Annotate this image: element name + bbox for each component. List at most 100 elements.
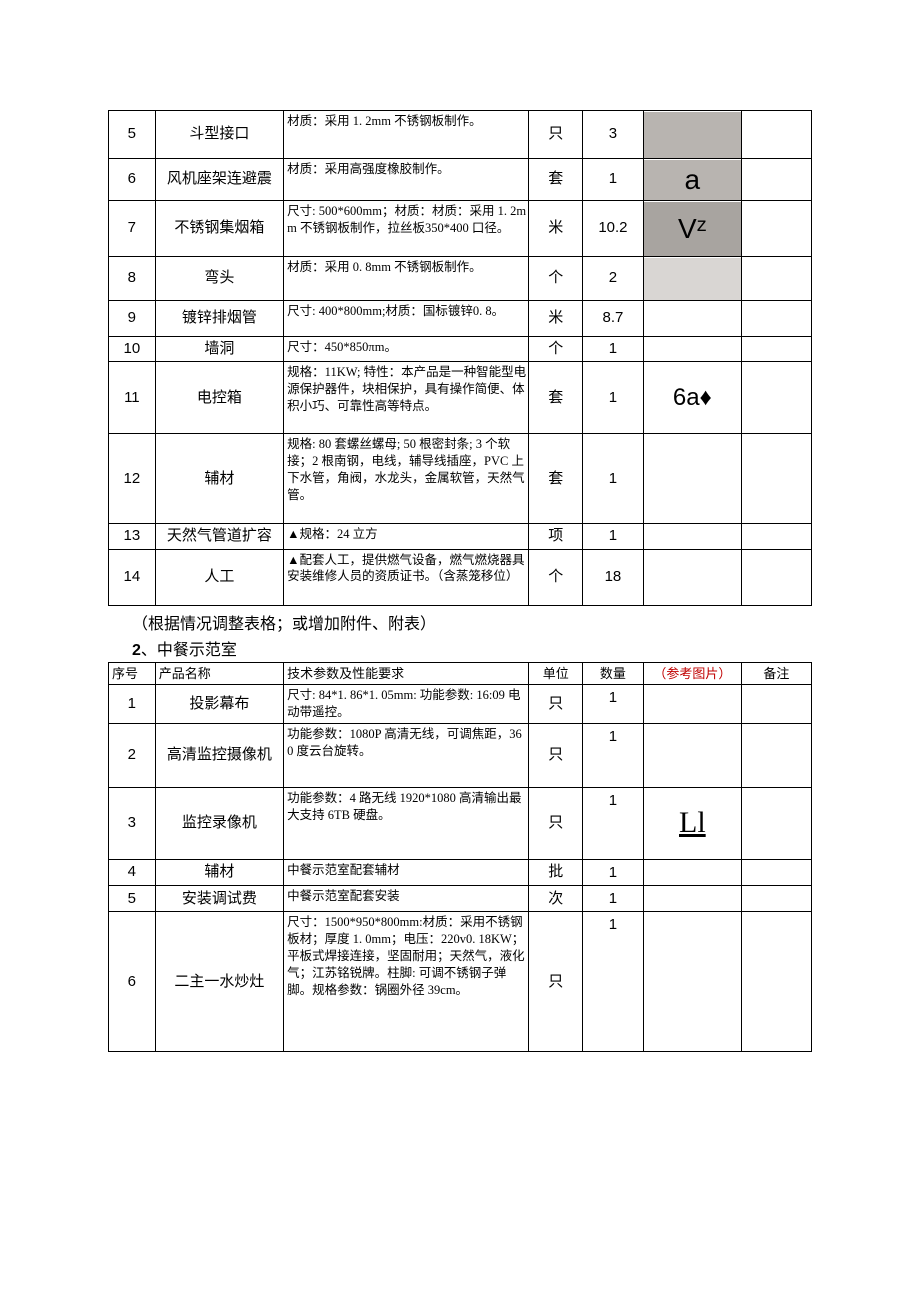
table-row: 3监控录像机功能参数：4 路无线 1920*1080 高清输出最大支持 6TB …	[109, 787, 812, 859]
note-cell	[741, 859, 811, 885]
spec-cell: 尺寸: 400*800mm;材质：国标镀锌0. 8。	[284, 301, 529, 337]
unit-cell: 只	[529, 723, 583, 787]
table1-body: 5斗型接口材质：采用 1. 2mm 不锈钢板制作。只36风机座架连避震材质：采用…	[109, 111, 812, 606]
note-cell	[741, 912, 811, 1052]
note-cell	[741, 685, 811, 724]
product-name: 人工	[155, 549, 283, 605]
qty-cell: 1	[583, 337, 644, 362]
row-index: 7	[109, 201, 156, 257]
row-index: 9	[109, 301, 156, 337]
row-index: 3	[109, 787, 156, 859]
qty-cell: 1	[583, 362, 644, 434]
section-2-title: 2、中餐示范室	[132, 636, 812, 660]
ref-image-cell: a	[643, 159, 741, 201]
qty-cell: 1	[583, 434, 644, 524]
qty-cell: 2	[583, 257, 644, 301]
unit-cell: 个	[529, 337, 583, 362]
spec-cell: 功能参数：1080P 高清无线，可调焦距，360 度云台旋转。	[284, 723, 529, 787]
row-index: 14	[109, 549, 156, 605]
row-index: 10	[109, 337, 156, 362]
qty-cell: 1	[583, 685, 644, 724]
unit-cell: 米	[529, 301, 583, 337]
table-row: 14人工▲配套人工，提供燃气设备，燃气燃烧器具安装维修人员的资质证书。（含蒸笼移…	[109, 549, 812, 605]
note-cell	[741, 362, 811, 434]
note-cell	[741, 549, 811, 605]
note-cell	[741, 201, 811, 257]
unit-cell: 个	[529, 549, 583, 605]
row-index: 4	[109, 859, 156, 885]
unit-cell: 套	[529, 362, 583, 434]
spec-cell: 尺寸: 500*600mm；材质：材质：采用 1. 2mm 不锈钢板制作，拉丝板…	[284, 201, 529, 257]
qty-cell: 1	[583, 859, 644, 885]
qty-cell: 1	[583, 159, 644, 201]
hdr-spec: 技术参数及性能要求	[284, 662, 529, 685]
table-row: 12辅材规格: 80 套螺丝螺母; 50 根密封条; 3 个软接；2 根南钢，电…	[109, 434, 812, 524]
product-name: 二主一水炒灶	[155, 912, 283, 1052]
row-index: 6	[109, 912, 156, 1052]
note-cell	[741, 111, 811, 159]
note-cell	[741, 524, 811, 549]
table-row: 11电控箱规格：11KW; 特性：本产品是一种智能型电源保护器件，块相保护，具有…	[109, 362, 812, 434]
row-index: 1	[109, 685, 156, 724]
ref-image-cell	[643, 685, 741, 724]
product-name: 镀锌排烟管	[155, 301, 283, 337]
unit-cell: 米	[529, 201, 583, 257]
spec-cell: ▲配套人工，提供燃气设备，燃气燃烧器具安装维修人员的资质证书。（含蒸笼移位）	[284, 549, 529, 605]
table-row: 7不锈钢集烟箱尺寸: 500*600mm；材质：材质：采用 1. 2mm 不锈钢…	[109, 201, 812, 257]
qty-cell: 1	[583, 723, 644, 787]
adjust-note: （根据情况调整表格；或增加附件、附表）	[132, 610, 812, 634]
product-name: 监控录像机	[155, 787, 283, 859]
ref-image-cell	[643, 301, 741, 337]
unit-cell: 只	[529, 912, 583, 1052]
table-row: 13天然气管道扩容▲规格：24 立方项1	[109, 524, 812, 549]
ref-image-cell	[643, 549, 741, 605]
unit-cell: 套	[529, 434, 583, 524]
table-row: 5斗型接口材质：采用 1. 2mm 不锈钢板制作。只3	[109, 111, 812, 159]
note-cell	[741, 787, 811, 859]
table2-body: 序号产品名称技术参数及性能要求单位数量（参考图片）备注1投影幕布尺寸: 84*1…	[109, 662, 812, 1052]
hdr-qty: 数量	[583, 662, 644, 685]
table-row: 6二主一水炒灶尺寸：1500*950*800mm:材质：采用不锈钢板材；厚度 1…	[109, 912, 812, 1052]
table2-header-row: 序号产品名称技术参数及性能要求单位数量（参考图片）备注	[109, 662, 812, 685]
spec-cell: 尺寸: 84*1. 86*1. 05mm: 功能参数: 16:09 电动带遥控。	[284, 685, 529, 724]
spec-cell: 功能参数：4 路无线 1920*1080 高清输出最大支持 6TB 硬盘。	[284, 787, 529, 859]
ref-image-cell	[643, 886, 741, 912]
ref-image-cell	[643, 257, 741, 301]
ref-image-cell	[643, 912, 741, 1052]
qty-cell: 1	[583, 524, 644, 549]
product-name: 风机座架连避震	[155, 159, 283, 201]
hdr-unit: 单位	[529, 662, 583, 685]
spec-cell: 尺寸：1500*950*800mm:材质：采用不锈钢板材；厚度 1. 0mm；电…	[284, 912, 529, 1052]
unit-cell: 批	[529, 859, 583, 885]
equipment-table-2: 序号产品名称技术参数及性能要求单位数量（参考图片）备注1投影幕布尺寸: 84*1…	[108, 662, 812, 1053]
note-cell	[741, 257, 811, 301]
product-name: 不锈钢集烟箱	[155, 201, 283, 257]
unit-cell: 个	[529, 257, 583, 301]
ref-image-cell	[643, 111, 741, 159]
product-name: 电控箱	[155, 362, 283, 434]
spec-cell: 规格：11KW; 特性：本产品是一种智能型电源保护器件，块相保护，具有操作简便、…	[284, 362, 529, 434]
section-number: 2	[132, 642, 141, 659]
row-index: 13	[109, 524, 156, 549]
qty-cell: 18	[583, 549, 644, 605]
spec-cell: 规格: 80 套螺丝螺母; 50 根密封条; 3 个软接；2 根南钢，电线，辅导…	[284, 434, 529, 524]
ref-image-cell: 6a♦	[643, 362, 741, 434]
unit-cell: 项	[529, 524, 583, 549]
qty-cell: 3	[583, 111, 644, 159]
section-title-text: 、中餐示范室	[141, 642, 237, 659]
qty-cell: 8.7	[583, 301, 644, 337]
unit-cell: 套	[529, 159, 583, 201]
table-row: 5安装调试费中餐示范室配套安装次1	[109, 886, 812, 912]
product-name: 高清监控摄像机	[155, 723, 283, 787]
table-row: 6风机座架连避震材质：采用高强度橡胶制作。套1a	[109, 159, 812, 201]
product-name: 辅材	[155, 859, 283, 885]
hdr-note: 备注	[741, 662, 811, 685]
product-name: 墙洞	[155, 337, 283, 362]
ref-image-cell	[643, 434, 741, 524]
unit-cell: 次	[529, 886, 583, 912]
table-row: 4辅材中餐示范室配套辅材批1	[109, 859, 812, 885]
product-name: 辅材	[155, 434, 283, 524]
table-row: 2高清监控摄像机功能参数：1080P 高清无线，可调焦距，360 度云台旋转。只…	[109, 723, 812, 787]
note-cell	[741, 434, 811, 524]
note-cell	[741, 159, 811, 201]
